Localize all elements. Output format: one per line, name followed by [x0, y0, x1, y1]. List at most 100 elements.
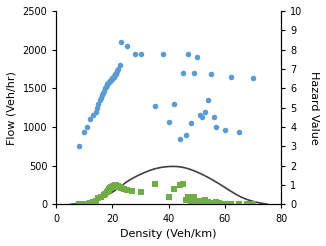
Point: [186, 52, 191, 56]
Point: [208, 202, 214, 206]
Point: [200, 199, 205, 202]
Point: [191, 195, 197, 199]
Point: [106, 81, 111, 85]
Point: [180, 182, 185, 185]
Point: [106, 80, 111, 84]
Point: [205, 98, 211, 102]
Point: [118, 186, 124, 190]
Point: [105, 189, 110, 193]
Point: [113, 73, 118, 77]
Point: [214, 200, 219, 204]
Point: [114, 69, 120, 73]
Point: [222, 202, 228, 206]
Point: [214, 125, 219, 129]
Point: [104, 190, 110, 194]
Point: [115, 184, 120, 188]
Point: [113, 183, 118, 187]
Point: [113, 72, 118, 76]
Point: [236, 130, 242, 134]
Point: [111, 184, 117, 187]
Point: [211, 115, 216, 119]
Point: [222, 128, 228, 132]
Point: [194, 55, 200, 59]
Point: [172, 102, 177, 106]
Point: [99, 96, 104, 100]
Y-axis label: Hazard Value: Hazard Value: [309, 71, 319, 145]
Point: [114, 71, 119, 75]
Point: [177, 137, 183, 141]
Point: [191, 71, 197, 75]
Point: [99, 93, 105, 97]
Point: [99, 195, 104, 199]
Point: [93, 199, 98, 202]
Point: [117, 185, 122, 189]
Point: [103, 192, 108, 196]
Point: [109, 185, 114, 189]
Point: [87, 117, 93, 121]
Point: [138, 190, 143, 194]
Point: [112, 73, 117, 77]
Point: [138, 52, 143, 56]
Point: [113, 183, 118, 187]
Point: [103, 85, 108, 89]
Point: [205, 200, 211, 204]
Point: [188, 200, 194, 204]
Point: [116, 185, 121, 189]
Point: [197, 113, 202, 117]
Point: [108, 79, 113, 83]
Point: [87, 201, 93, 205]
Point: [82, 202, 87, 206]
Point: [186, 195, 191, 199]
Point: [111, 75, 116, 79]
Point: [110, 185, 115, 189]
Point: [208, 73, 214, 77]
Point: [96, 196, 101, 200]
Point: [93, 110, 98, 114]
Point: [76, 202, 82, 206]
Point: [203, 198, 208, 202]
Point: [200, 115, 205, 119]
Point: [228, 75, 233, 79]
Point: [110, 76, 115, 80]
Point: [121, 187, 126, 191]
Point: [183, 198, 188, 202]
Point: [101, 193, 107, 197]
Point: [183, 133, 188, 137]
Point: [107, 79, 112, 83]
Point: [166, 121, 171, 124]
Point: [124, 188, 129, 192]
Point: [152, 182, 157, 186]
Point: [100, 91, 106, 95]
Point: [109, 77, 114, 81]
Point: [115, 67, 121, 71]
Point: [82, 130, 87, 134]
Point: [105, 82, 110, 86]
Point: [84, 202, 90, 206]
Point: [111, 76, 116, 79]
Point: [102, 86, 108, 90]
X-axis label: Density (Veh/km): Density (Veh/km): [120, 229, 217, 239]
Point: [90, 200, 96, 204]
Point: [117, 63, 122, 67]
Point: [203, 110, 208, 114]
Point: [114, 184, 120, 188]
Point: [132, 52, 138, 56]
Point: [107, 187, 112, 191]
Point: [177, 183, 183, 187]
Point: [111, 184, 116, 188]
Point: [95, 106, 100, 110]
Point: [115, 185, 121, 189]
Point: [97, 98, 102, 102]
Point: [96, 102, 101, 106]
Point: [211, 201, 216, 205]
Point: [84, 125, 90, 129]
Point: [111, 74, 117, 78]
Point: [108, 186, 113, 190]
Point: [194, 199, 200, 202]
Point: [112, 183, 117, 187]
Point: [111, 184, 116, 188]
Point: [152, 104, 157, 108]
Point: [76, 144, 82, 148]
Point: [160, 52, 166, 56]
Point: [250, 76, 256, 80]
